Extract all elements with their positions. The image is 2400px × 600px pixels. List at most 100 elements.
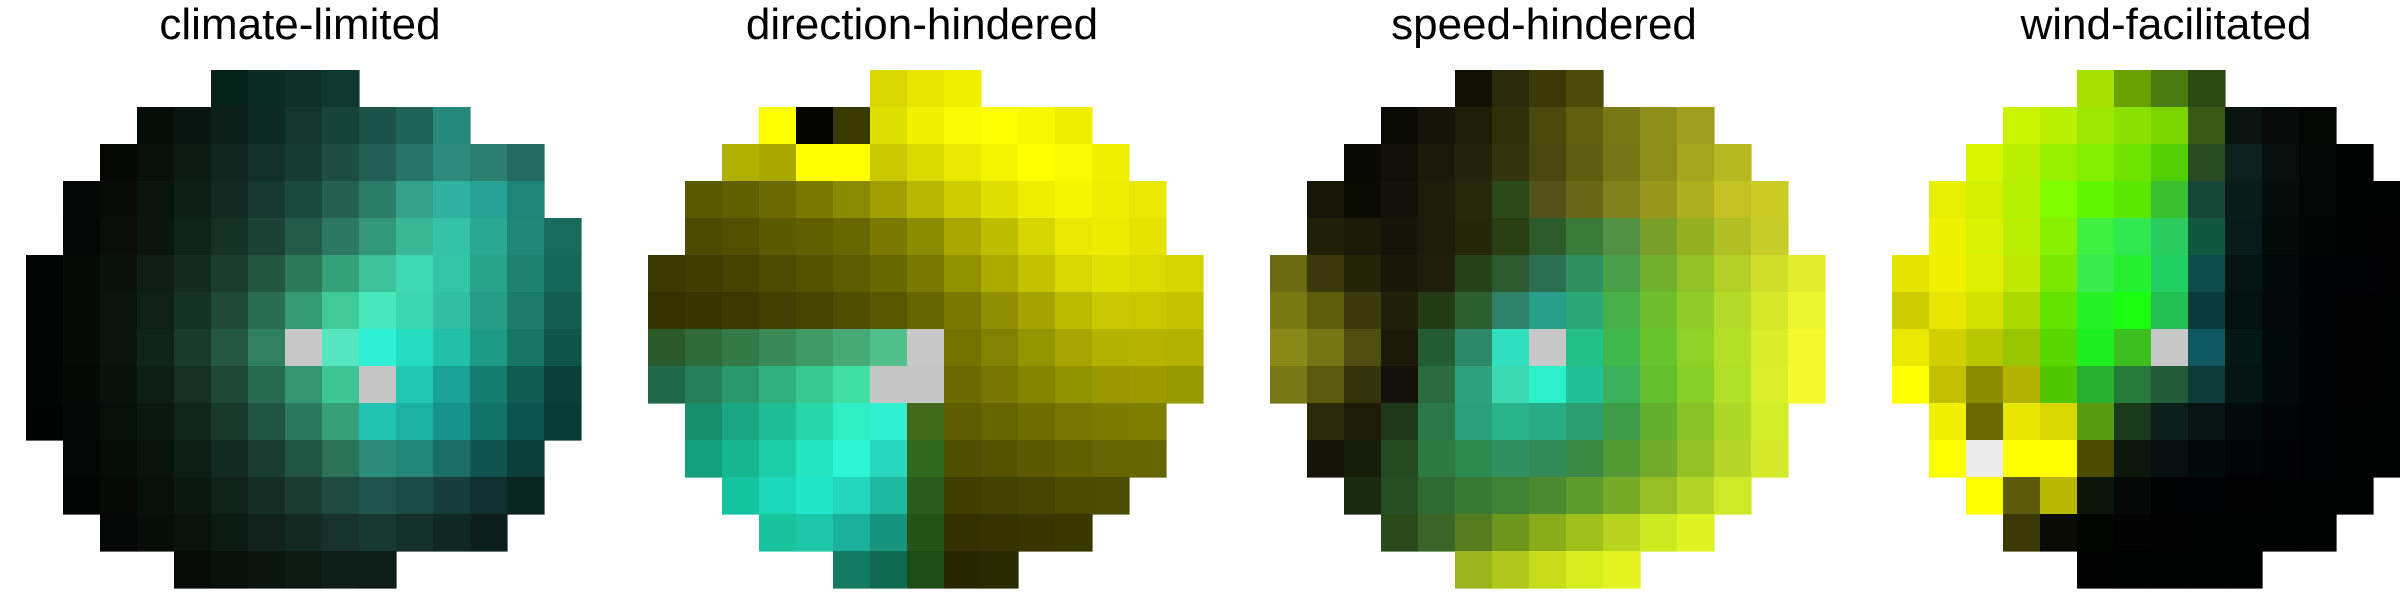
heatmap-cell [2077, 514, 2115, 552]
heatmap-cell [1092, 255, 1130, 293]
heatmap-cell [1492, 144, 1530, 182]
heatmap-cell [1714, 440, 1752, 478]
heatmap-cell [944, 181, 982, 219]
heatmap-cell [322, 551, 360, 589]
heatmap-cell [1751, 329, 1789, 367]
heatmap-cell [870, 403, 908, 441]
heatmap-cell [544, 403, 582, 441]
heatmap-cell [359, 329, 397, 367]
panel-direction-hindered: direction-hindered [622, 0, 1222, 600]
heatmap-cell [100, 403, 138, 441]
heatmap-cell [1529, 107, 1567, 145]
heatmap-cell [544, 218, 582, 256]
heatmap-cell [1640, 107, 1678, 145]
heatmap-cell [1055, 107, 1093, 145]
heatmap-cell [1966, 366, 2004, 404]
heatmap-cell [1892, 329, 1930, 367]
heatmap-cell [2151, 107, 2189, 145]
heatmap-cell [63, 329, 101, 367]
heatmap-cell [2151, 181, 2189, 219]
heatmap-cell [248, 403, 286, 441]
heatmap-cell [1455, 255, 1493, 293]
heatmap-cell [396, 329, 434, 367]
heatmap-cell [870, 366, 908, 404]
heatmap-cell [1929, 255, 1967, 293]
heatmap-cell [759, 107, 797, 145]
heatmap-cell [2262, 181, 2300, 219]
heatmap-cell [2336, 292, 2374, 330]
heatmap-cell [174, 144, 212, 182]
heatmap-cell [944, 144, 982, 182]
heatmap-cell [470, 514, 508, 552]
heatmap-cell [1714, 181, 1752, 219]
heatmap-cell [944, 366, 982, 404]
heatmap-cell [248, 366, 286, 404]
heatmap-cell [1788, 292, 1826, 330]
heatmap-cell [1640, 477, 1678, 515]
heatmap-cell [944, 107, 982, 145]
heatmap-cell [1018, 107, 1056, 145]
heatmap-cell [1929, 403, 1967, 441]
heatmap-cell [2336, 366, 2374, 404]
heatmap-cell [759, 440, 797, 478]
heatmap-cell [1055, 329, 1093, 367]
heatmap-cell [359, 107, 397, 145]
heatmap-cell [648, 366, 686, 404]
heatmap-cell [1455, 144, 1493, 182]
heatmap-cell [2336, 144, 2374, 182]
heatmap-cell [285, 181, 323, 219]
heatmap-cell [2040, 218, 2078, 256]
heatmap-cell [1418, 477, 1456, 515]
heatmap-cell [1381, 255, 1419, 293]
heatmap-cell [1270, 255, 1308, 293]
heatmap-cell [1788, 329, 1826, 367]
heatmap-cell [1129, 366, 1167, 404]
heatmap-cell [870, 329, 908, 367]
heatmap-cell [907, 181, 945, 219]
heatmap-cell [1640, 440, 1678, 478]
heatmap-cell [544, 329, 582, 367]
heatmap-cell [1092, 181, 1130, 219]
heatmap-cell [63, 366, 101, 404]
heatmap-cell [1566, 329, 1604, 367]
heatmap-cell [759, 403, 797, 441]
heatmap-cell [870, 551, 908, 589]
heatmap-cell [322, 292, 360, 330]
heatmap-cell [507, 403, 545, 441]
heatmap-cell [1055, 218, 1093, 256]
heatmap-cell [174, 403, 212, 441]
heatmap-cell [470, 477, 508, 515]
heatmap-cell [870, 107, 908, 145]
heatmap-cell [833, 144, 871, 182]
heatmap-cell [174, 292, 212, 330]
heatmap-cell [63, 255, 101, 293]
heatmap-cell [2336, 440, 2374, 478]
heatmap-cell [285, 292, 323, 330]
heatmap-cell [1892, 292, 1930, 330]
heatmap-cell [2040, 144, 2078, 182]
heatmap-cell [359, 181, 397, 219]
heatmap-cell [1344, 366, 1382, 404]
heatmap-cell [137, 403, 175, 441]
heatmap-cell [1966, 292, 2004, 330]
heatmap-cell [2188, 255, 2226, 293]
heatmap-cell [2299, 218, 2337, 256]
heatmap-cell [174, 366, 212, 404]
heatmap-cell [1492, 255, 1530, 293]
heatmap-cell [1566, 366, 1604, 404]
heatmap-cell [2188, 551, 2226, 589]
heatmap-cell [944, 329, 982, 367]
heatmap-cell [507, 440, 545, 478]
heatmap-cell [759, 477, 797, 515]
heatmap-cell [1018, 477, 1056, 515]
heatmap-cell [1566, 403, 1604, 441]
heatmap-cell [1751, 255, 1789, 293]
heatmap-cell [1751, 403, 1789, 441]
heatmap-cell [2188, 477, 2226, 515]
heatmap-cell [2003, 181, 2041, 219]
heatmap-cell [2188, 440, 2226, 478]
heatmap-cell [2114, 329, 2152, 367]
heatmap-cell [1566, 440, 1604, 478]
heatmap-cell [248, 181, 286, 219]
heatmap-cell [1418, 144, 1456, 182]
